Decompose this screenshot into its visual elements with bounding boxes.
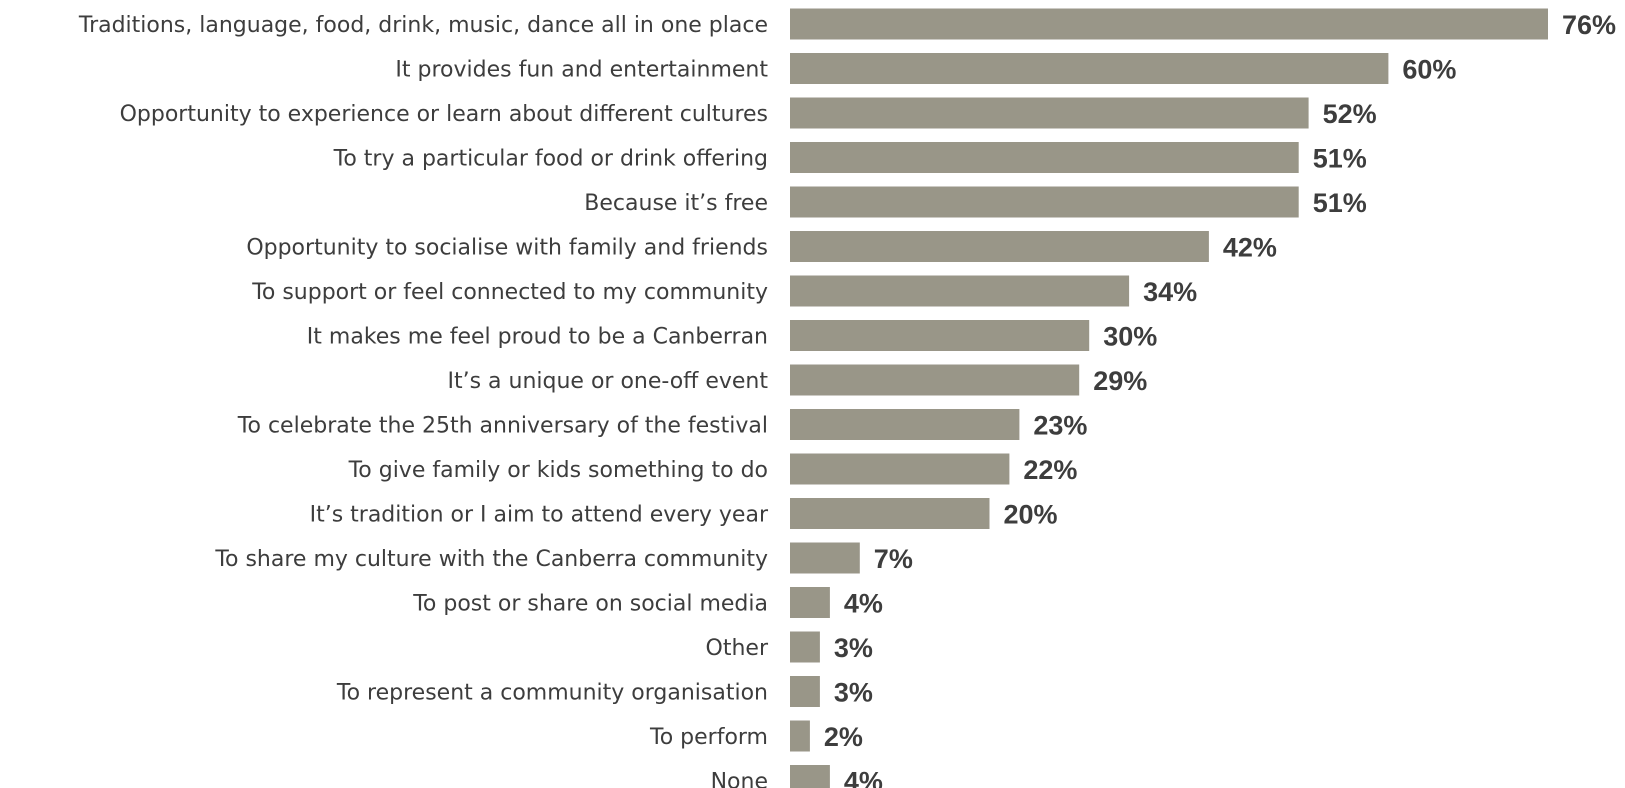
category-label: To try a particular food or drink offeri…: [333, 147, 768, 172]
bar: [790, 587, 830, 618]
category-label: Other: [706, 636, 769, 661]
category-label: None: [711, 770, 768, 788]
bar: [790, 9, 1548, 40]
category-label: Opportunity to socialise with family and…: [246, 236, 768, 261]
value-label: 20%: [1004, 500, 1058, 530]
category-labels-group: Traditions, language, food, drink, music…: [78, 13, 769, 788]
bar: [790, 231, 1209, 262]
bar: [790, 676, 820, 707]
value-label: 7%: [874, 544, 913, 574]
value-label: 4%: [844, 589, 883, 619]
value-label: 42%: [1223, 233, 1277, 263]
category-label: Traditions, language, food, drink, music…: [78, 13, 768, 38]
bars-group: [790, 9, 1548, 788]
value-label: 60%: [1402, 55, 1456, 85]
category-label: To perform: [649, 725, 768, 750]
category-label: To represent a community organisation: [336, 681, 768, 706]
bar: [790, 142, 1299, 173]
category-label: To celebrate the 25th anniversary of the…: [237, 414, 768, 439]
category-label: Because it’s free: [584, 191, 768, 216]
category-label: Opportunity to experience or learn about…: [120, 102, 768, 127]
category-label: To support or feel connected to my commu…: [251, 280, 768, 305]
value-label: 22%: [1023, 455, 1077, 485]
value-label: 52%: [1323, 99, 1377, 129]
value-label: 76%: [1562, 10, 1616, 40]
category-label: To post or share on social media: [412, 592, 768, 617]
bar: [790, 53, 1388, 84]
category-label: It’s a unique or one-off event: [447, 369, 768, 394]
bar: [790, 365, 1079, 396]
bar: [790, 454, 1009, 485]
value-label: 4%: [844, 767, 883, 788]
bar: [790, 276, 1129, 307]
bar: [790, 187, 1299, 218]
value-label: 51%: [1313, 144, 1367, 174]
category-label: To give family or kids something to do: [348, 458, 768, 483]
bar: [790, 498, 990, 529]
value-label: 2%: [824, 722, 863, 752]
value-label: 3%: [834, 678, 873, 708]
value-label: 34%: [1143, 277, 1197, 307]
bar: [790, 543, 860, 574]
bar: [790, 98, 1309, 129]
bar: [790, 320, 1089, 351]
category-label: To share my culture with the Canberra co…: [214, 547, 768, 572]
bar: [790, 765, 830, 788]
value-label: 29%: [1093, 366, 1147, 396]
bar: [790, 632, 820, 663]
bar: [790, 409, 1019, 440]
value-label: 23%: [1033, 411, 1087, 441]
bar: [790, 721, 810, 752]
category-label: It’s tradition or I aim to attend every …: [310, 503, 769, 528]
value-label: 3%: [834, 633, 873, 663]
category-label: It makes me feel proud to be a Canberran: [307, 325, 768, 350]
value-label: 30%: [1103, 322, 1157, 352]
category-label: It provides fun and entertainment: [395, 58, 768, 83]
value-label: 51%: [1313, 188, 1367, 218]
